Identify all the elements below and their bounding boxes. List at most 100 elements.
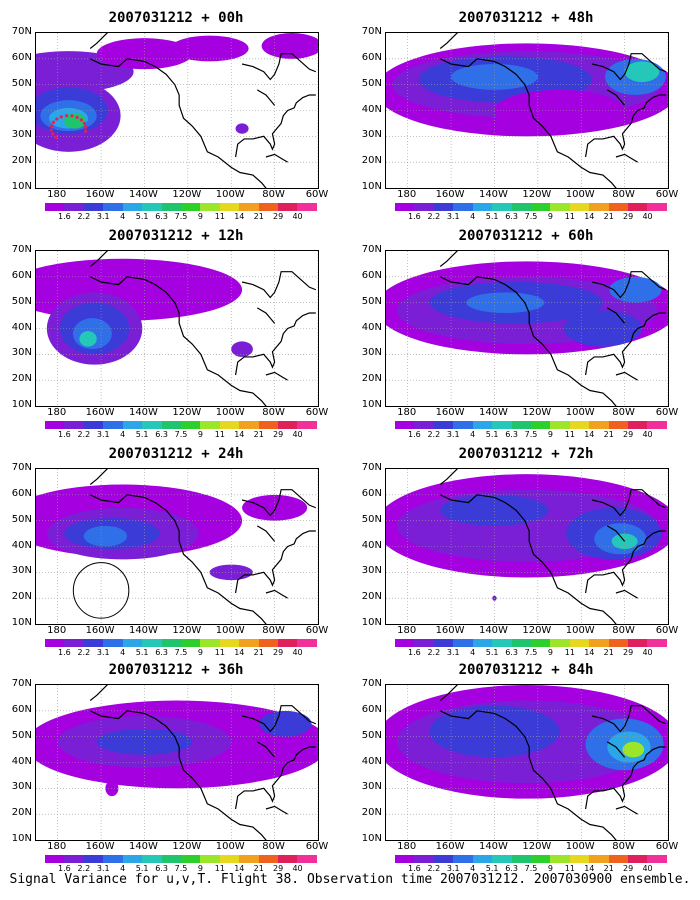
color-bar-swatch bbox=[433, 639, 454, 647]
variance-contour bbox=[231, 341, 253, 357]
color-bar-label: 14 bbox=[584, 212, 595, 221]
color-bar-label: 1.6 bbox=[58, 212, 71, 221]
longitude-label: 60W bbox=[305, 625, 329, 636]
color-bar-label: 21 bbox=[603, 648, 614, 657]
color-bar-swatch bbox=[569, 855, 590, 863]
color-bar-label: 6.3 bbox=[155, 864, 168, 873]
color-bar-label: 29 bbox=[273, 864, 284, 873]
color-bar-swatch bbox=[414, 855, 434, 863]
latitude-label: 20N bbox=[361, 373, 382, 385]
color-bar-swatch bbox=[530, 639, 551, 647]
color-bar-swatch bbox=[219, 639, 240, 647]
latitude-label: 10N bbox=[11, 181, 32, 192]
longitude-label: 120W bbox=[172, 189, 202, 200]
variance-contour bbox=[261, 33, 318, 59]
flight-track-point bbox=[51, 132, 55, 136]
latitude-label: 70N bbox=[11, 26, 32, 37]
color-bar-label: 11 bbox=[214, 648, 225, 657]
color-bar-swatch bbox=[433, 203, 454, 211]
coastline bbox=[591, 489, 667, 517]
longitude-label: 60W bbox=[655, 841, 679, 852]
coastline bbox=[234, 312, 316, 376]
longitude-label: 60W bbox=[655, 189, 679, 200]
color-bar-label: 29 bbox=[623, 430, 634, 439]
color-bar-swatch bbox=[569, 421, 590, 429]
latitude-label: 60N bbox=[361, 269, 382, 281]
color-bar-swatch bbox=[492, 639, 512, 647]
color-bar-swatch bbox=[297, 639, 317, 647]
color-bar-swatch bbox=[83, 203, 104, 211]
longitude-label: 100W bbox=[215, 407, 245, 418]
flight-track-point bbox=[70, 114, 74, 118]
color-bar-label: 7.5 bbox=[174, 864, 188, 873]
color-bar-label: 4 bbox=[470, 648, 476, 657]
latitude-label: 70N bbox=[11, 678, 32, 689]
color-bar-swatch bbox=[569, 203, 590, 211]
color-bar-label: 4 bbox=[120, 430, 126, 439]
color-bar-label: 11 bbox=[214, 430, 225, 439]
color-bar-swatch bbox=[511, 639, 531, 647]
latitude-label: 40N bbox=[361, 539, 382, 551]
color-bar-label: 1.6 bbox=[58, 430, 71, 439]
color-bar-label: 21 bbox=[253, 212, 264, 221]
color-bar-swatch bbox=[433, 421, 454, 429]
color-bar-swatch bbox=[161, 639, 181, 647]
variance-map bbox=[386, 251, 668, 406]
color-bar-swatch bbox=[453, 421, 473, 429]
color-bar-label: 2.2 bbox=[427, 212, 441, 221]
color-bar-swatch bbox=[511, 203, 531, 211]
longitude-label: 80W bbox=[262, 407, 285, 418]
coastline bbox=[265, 371, 288, 381]
color-bar-swatch bbox=[589, 421, 609, 429]
color-bar-label: 7.5 bbox=[174, 430, 188, 439]
color-bar-label: 3.1 bbox=[96, 212, 110, 221]
color-bar-label: 9 bbox=[197, 648, 203, 657]
color-bar-label: 3.1 bbox=[96, 648, 110, 657]
color-bar-swatch bbox=[395, 855, 415, 863]
color-bar-swatch bbox=[64, 421, 84, 429]
color-bar-swatch bbox=[258, 203, 279, 211]
color-bar-swatch bbox=[511, 421, 531, 429]
color-bar-label: 14 bbox=[234, 864, 245, 873]
color-bar bbox=[45, 203, 317, 211]
coastline bbox=[606, 89, 626, 106]
color-bar-swatch bbox=[589, 855, 609, 863]
longitude-label: 180 bbox=[47, 841, 67, 852]
color-bar-swatch bbox=[628, 203, 648, 211]
longitude-label: 160W bbox=[85, 841, 115, 852]
coastline bbox=[89, 494, 267, 624]
color-bar bbox=[395, 421, 667, 429]
color-bar-swatch bbox=[453, 203, 473, 211]
variance-contour bbox=[79, 331, 97, 347]
color-bar-label: 6.3 bbox=[155, 430, 168, 439]
latitude-label: 30N bbox=[11, 347, 32, 359]
coastline bbox=[89, 710, 267, 840]
color-bar-swatch bbox=[530, 421, 551, 429]
longitude-label: 120W bbox=[522, 189, 552, 200]
color-bar-swatch bbox=[530, 855, 551, 863]
color-bar-label: 40 bbox=[642, 864, 653, 873]
color-bar-swatch bbox=[161, 421, 181, 429]
color-bar-label: 1.6 bbox=[58, 864, 71, 873]
latitude-label: 50N bbox=[361, 513, 382, 525]
color-bar-swatch bbox=[142, 421, 162, 429]
color-bar-swatch bbox=[122, 639, 143, 647]
coastline bbox=[606, 307, 626, 324]
color-bar-label: 5.1 bbox=[485, 648, 499, 657]
color-bar-label: 2.2 bbox=[427, 648, 441, 657]
longitude-label: 140W bbox=[128, 407, 158, 418]
flight-track-point bbox=[49, 128, 53, 132]
color-bar-label: 21 bbox=[603, 864, 614, 873]
latitude-label: 50N bbox=[361, 295, 382, 307]
variance-contour bbox=[96, 728, 193, 755]
color-bar-swatch bbox=[433, 855, 454, 863]
coastline bbox=[241, 271, 317, 299]
color-bar-swatch bbox=[647, 639, 667, 647]
color-bar-swatch bbox=[45, 639, 65, 647]
coastline bbox=[439, 494, 617, 624]
color-bar-swatch bbox=[589, 203, 609, 211]
longitude-label: 160W bbox=[85, 189, 115, 200]
latitude-label: 40N bbox=[361, 321, 382, 333]
color-bar-label: 9 bbox=[197, 430, 203, 439]
coastline bbox=[439, 276, 617, 406]
